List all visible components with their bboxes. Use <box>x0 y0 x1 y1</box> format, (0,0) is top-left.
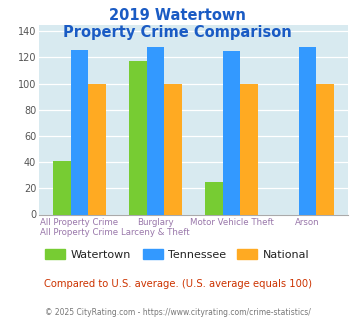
Text: Arson: Arson <box>295 218 320 227</box>
Bar <box>164 83 182 214</box>
Text: © 2025 CityRating.com - https://www.cityrating.com/crime-statistics/: © 2025 CityRating.com - https://www.city… <box>45 308 310 316</box>
Text: Compared to U.S. average. (U.S. average equals 100): Compared to U.S. average. (U.S. average … <box>44 279 311 289</box>
Bar <box>299 47 316 214</box>
Text: All Property Crime: All Property Crime <box>40 228 119 237</box>
Text: Property Crime Comparison: Property Crime Comparison <box>63 25 292 40</box>
Bar <box>71 50 88 214</box>
Bar <box>223 51 240 214</box>
Bar <box>240 83 258 214</box>
Legend: Watertown, Tennessee, National: Watertown, Tennessee, National <box>41 245 314 264</box>
Bar <box>205 182 223 214</box>
Text: Burglary: Burglary <box>137 218 174 227</box>
Bar <box>147 47 164 214</box>
Bar <box>316 83 334 214</box>
Text: All Property Crime: All Property Crime <box>40 218 119 227</box>
Bar <box>88 83 105 214</box>
Bar <box>53 161 71 215</box>
Text: Motor Vehicle Theft: Motor Vehicle Theft <box>190 218 273 227</box>
Text: Larceny & Theft: Larceny & Theft <box>121 228 190 237</box>
Text: 2019 Watertown: 2019 Watertown <box>109 8 246 23</box>
Bar <box>129 61 147 214</box>
